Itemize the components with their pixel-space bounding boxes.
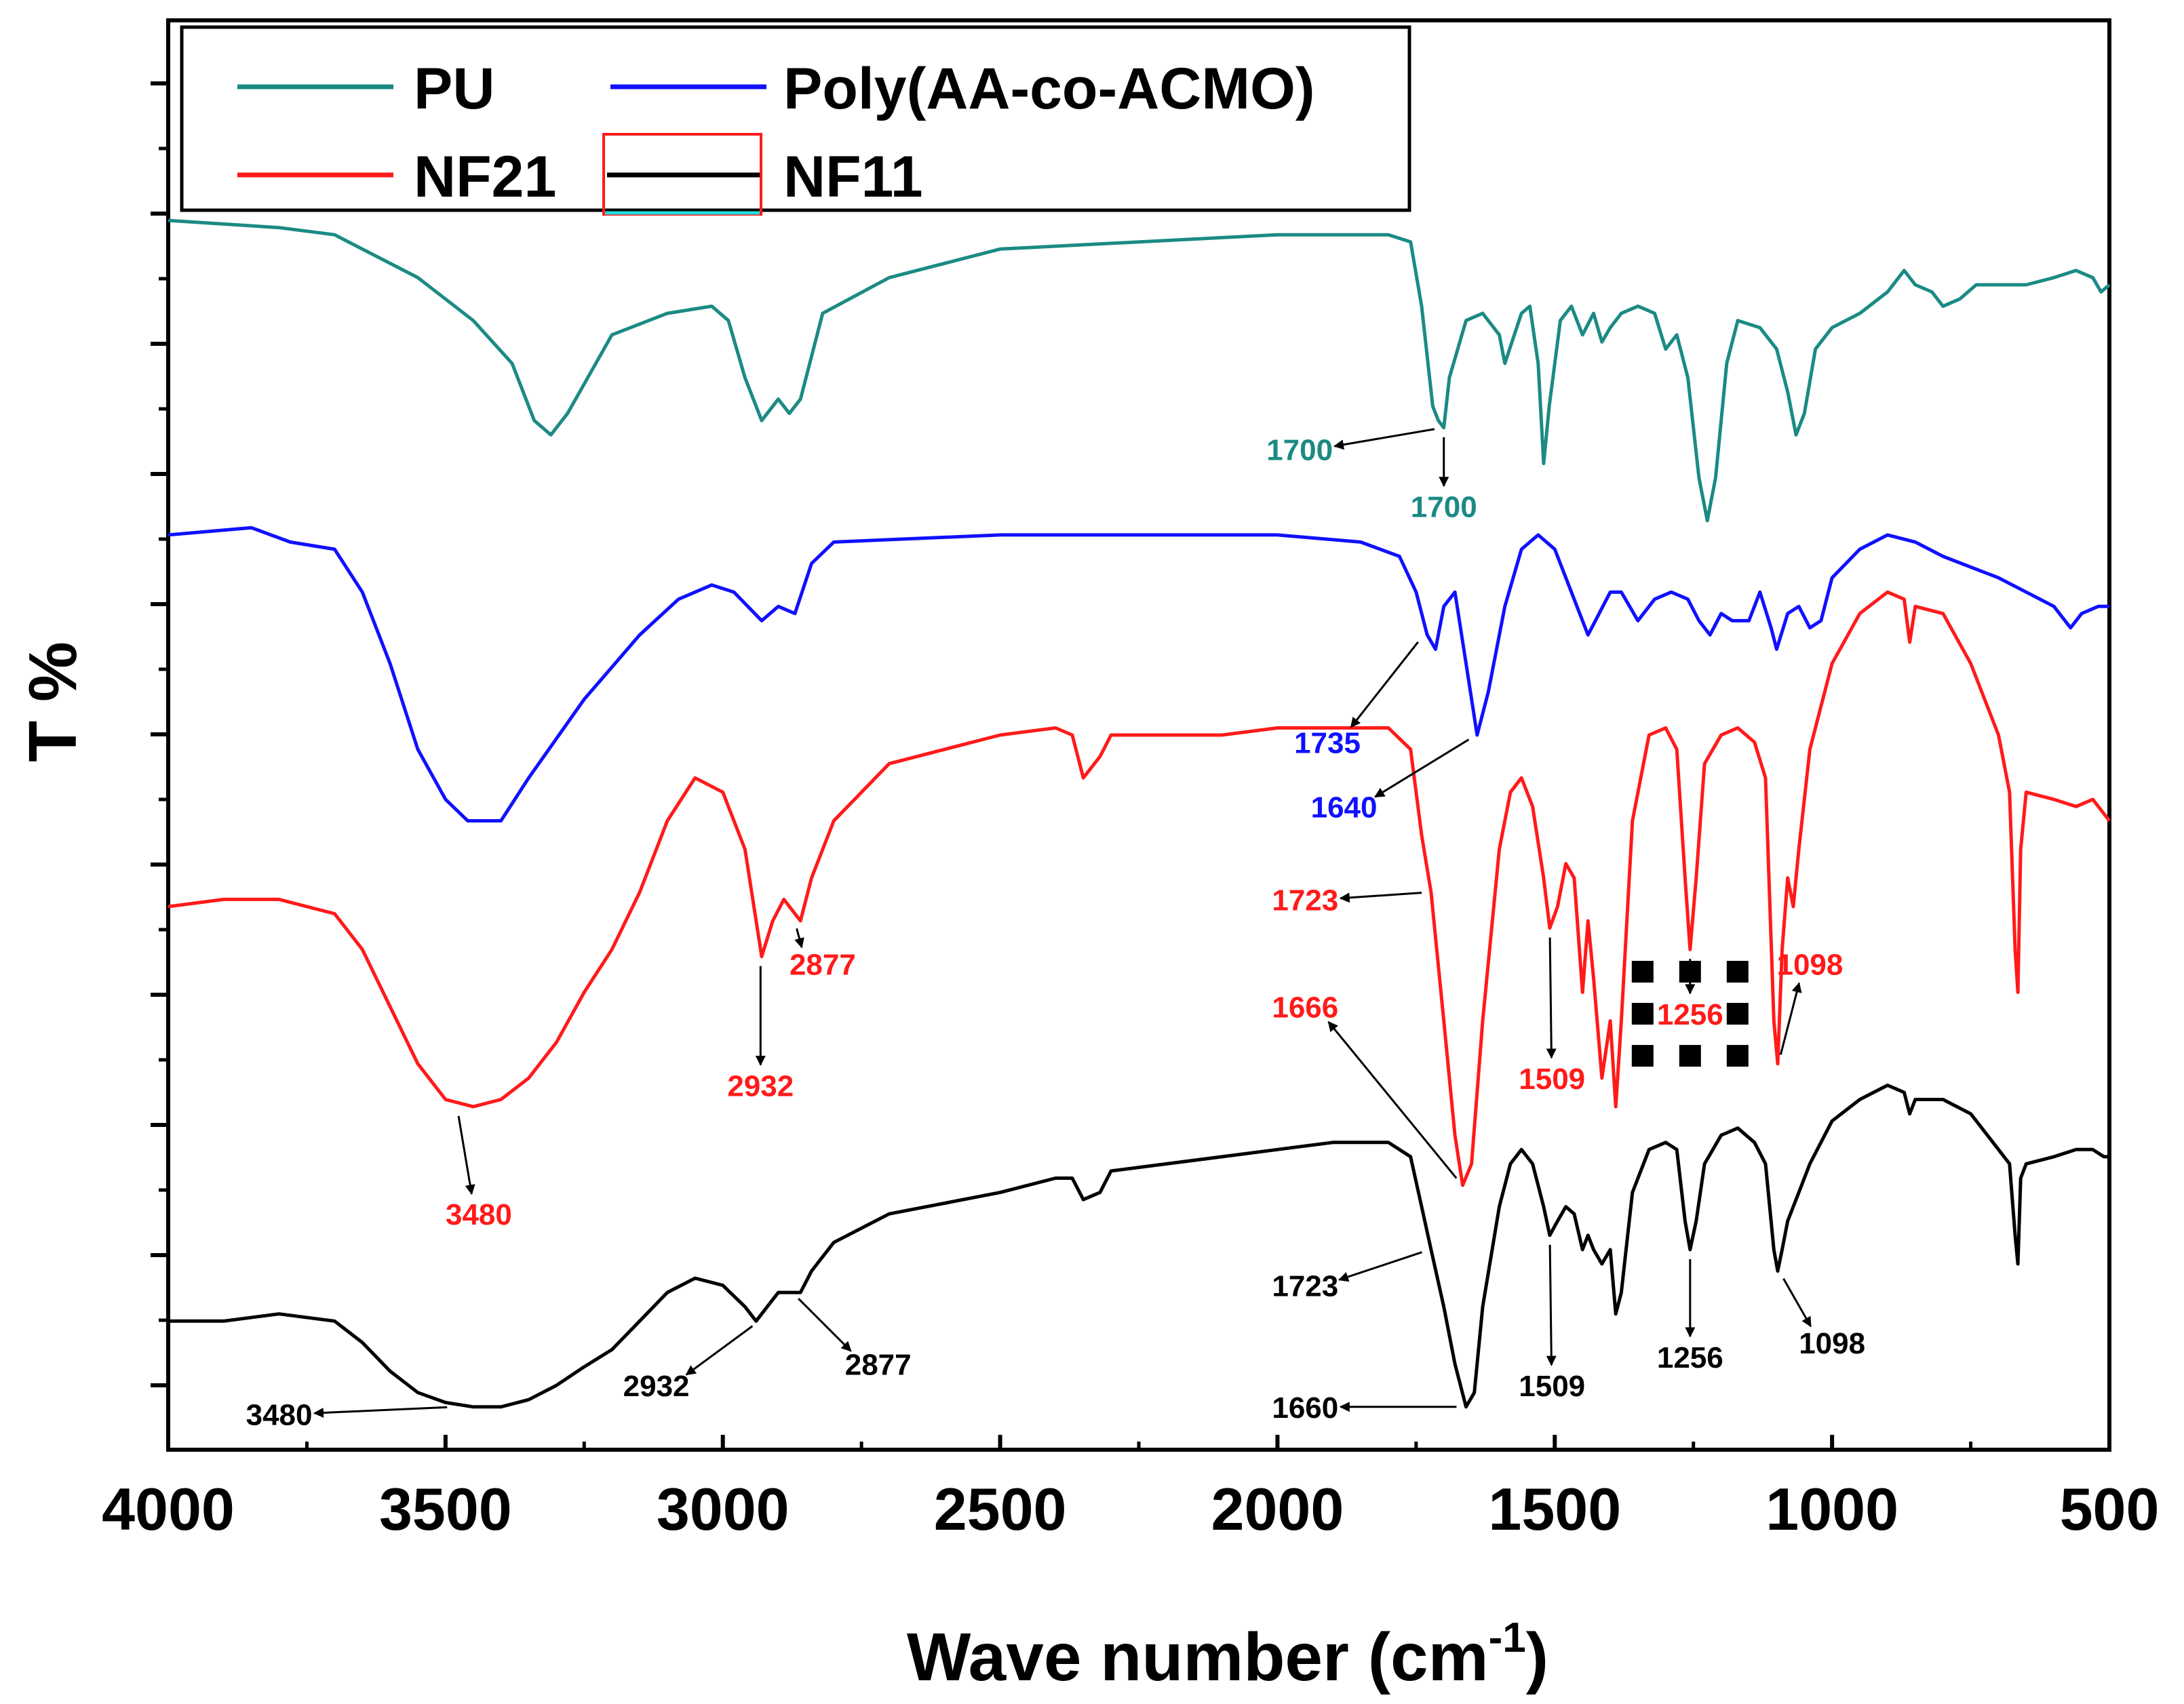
annotation-label: 1723 bbox=[1272, 1270, 1338, 1303]
y-axis-title: T % bbox=[15, 641, 91, 762]
annotation-label: 1700 bbox=[1411, 491, 1477, 524]
marker-square bbox=[1679, 1045, 1701, 1067]
annotation-label: 2877 bbox=[845, 1349, 912, 1382]
x-axis-title: Wave number (cm-1) bbox=[907, 1614, 1548, 1695]
annotation-arrow bbox=[1546, 937, 1557, 1059]
x-axis-title-close: ) bbox=[1526, 1619, 1548, 1695]
annotation-arrow bbox=[798, 1297, 852, 1352]
x-axis-title-text: Wave number (cm bbox=[907, 1619, 1489, 1695]
marker-square bbox=[1726, 1045, 1749, 1067]
annotation-label: 1666 bbox=[1272, 991, 1338, 1025]
annotation-label: 1640 bbox=[1311, 791, 1378, 824]
marker-square bbox=[1726, 1003, 1749, 1025]
annotation-label: 1723 bbox=[1272, 884, 1338, 917]
annotation-label: 1700 bbox=[1266, 433, 1333, 467]
annotation-label: 2877 bbox=[789, 948, 856, 981]
annotation-label: 3480 bbox=[446, 1198, 512, 1231]
annotation-label: 1256 bbox=[1657, 1341, 1723, 1374]
legend-label-nf21: NF21 bbox=[414, 144, 556, 210]
legend-label-poly-aa-co-acmo: Poly(AA-co-ACMO) bbox=[783, 56, 1315, 121]
x-axis-title-superscript: -1 bbox=[1489, 1614, 1526, 1661]
annotation-label: 1098 bbox=[1776, 948, 1843, 981]
x-tick-label: 500 bbox=[2060, 1475, 2160, 1543]
annotation-arrow bbox=[457, 1115, 475, 1195]
annotation-layer: 1700 1700 1735 1640 1723 1666 1509 1256 1098 2932… bbox=[246, 428, 1865, 1431]
annotation-arrow bbox=[794, 928, 804, 949]
annotation-arrow bbox=[1333, 428, 1435, 450]
annotation-arrow bbox=[1546, 1244, 1557, 1366]
annotation-arrow bbox=[1339, 892, 1422, 903]
marker-square bbox=[1726, 961, 1749, 983]
axis-ticks: 4000 3500 3000 2500 2000 1500 1000 500 bbox=[102, 81, 2160, 1543]
x-tick-label: 1000 bbox=[1766, 1475, 1898, 1543]
plot-area: 1700 1700 1735 1640 1723 1666 1509 1256 1098 2932… bbox=[102, 18, 2160, 1543]
x-tick-label: 2500 bbox=[934, 1475, 1067, 1543]
marker-square bbox=[1631, 1003, 1654, 1025]
marker-square bbox=[1631, 1045, 1654, 1067]
series-line-poly-aa-co-acmo bbox=[168, 526, 2109, 823]
x-tick-label: 2000 bbox=[1211, 1475, 1344, 1543]
legend-box bbox=[180, 25, 1411, 212]
annotation-arrow bbox=[1338, 1251, 1422, 1282]
x-tick-label: 3500 bbox=[379, 1475, 512, 1543]
annotation-arrow bbox=[313, 1406, 448, 1418]
annotation-label: 1509 bbox=[1519, 1370, 1585, 1403]
annotation-arrow bbox=[1350, 641, 1419, 728]
series-line-pu bbox=[168, 218, 2111, 523]
annotation-label: 2932 bbox=[623, 1370, 690, 1403]
x-tick-label: 3000 bbox=[657, 1475, 789, 1543]
annotation-label: 1735 bbox=[1294, 727, 1361, 760]
marker-box-1256 bbox=[1631, 961, 1749, 1067]
series-line-nf21 bbox=[168, 590, 2111, 1187]
legend-label-pu: PU bbox=[414, 56, 494, 121]
annotation-arrow bbox=[1327, 1021, 1458, 1179]
series-layer bbox=[168, 218, 2111, 1409]
marker-square bbox=[1679, 961, 1701, 983]
annotation-label: 3480 bbox=[246, 1398, 313, 1431]
annotation-label: 1660 bbox=[1272, 1391, 1338, 1425]
annotation-label: 1509 bbox=[1519, 1063, 1585, 1096]
annotation-label: 2932 bbox=[727, 1069, 794, 1103]
annotation-arrow bbox=[1374, 738, 1470, 798]
annotation-arrow bbox=[685, 1325, 754, 1376]
legend-label-nf11: NF11 bbox=[783, 144, 923, 210]
annotation-arrow bbox=[1782, 1277, 1812, 1328]
x-tick-label: 1500 bbox=[1488, 1475, 1621, 1543]
x-tick-label: 4000 bbox=[102, 1475, 235, 1543]
marker-square bbox=[1631, 961, 1654, 983]
annotation-label: 1256 bbox=[1657, 998, 1723, 1031]
annotation-label: 1098 bbox=[1799, 1327, 1865, 1360]
series-line-nf11 bbox=[168, 1084, 2109, 1409]
annotation-arrow bbox=[1779, 982, 1802, 1055]
legend: PU Poly(AA-co-ACMO) NF21 NF11 bbox=[180, 25, 1411, 216]
